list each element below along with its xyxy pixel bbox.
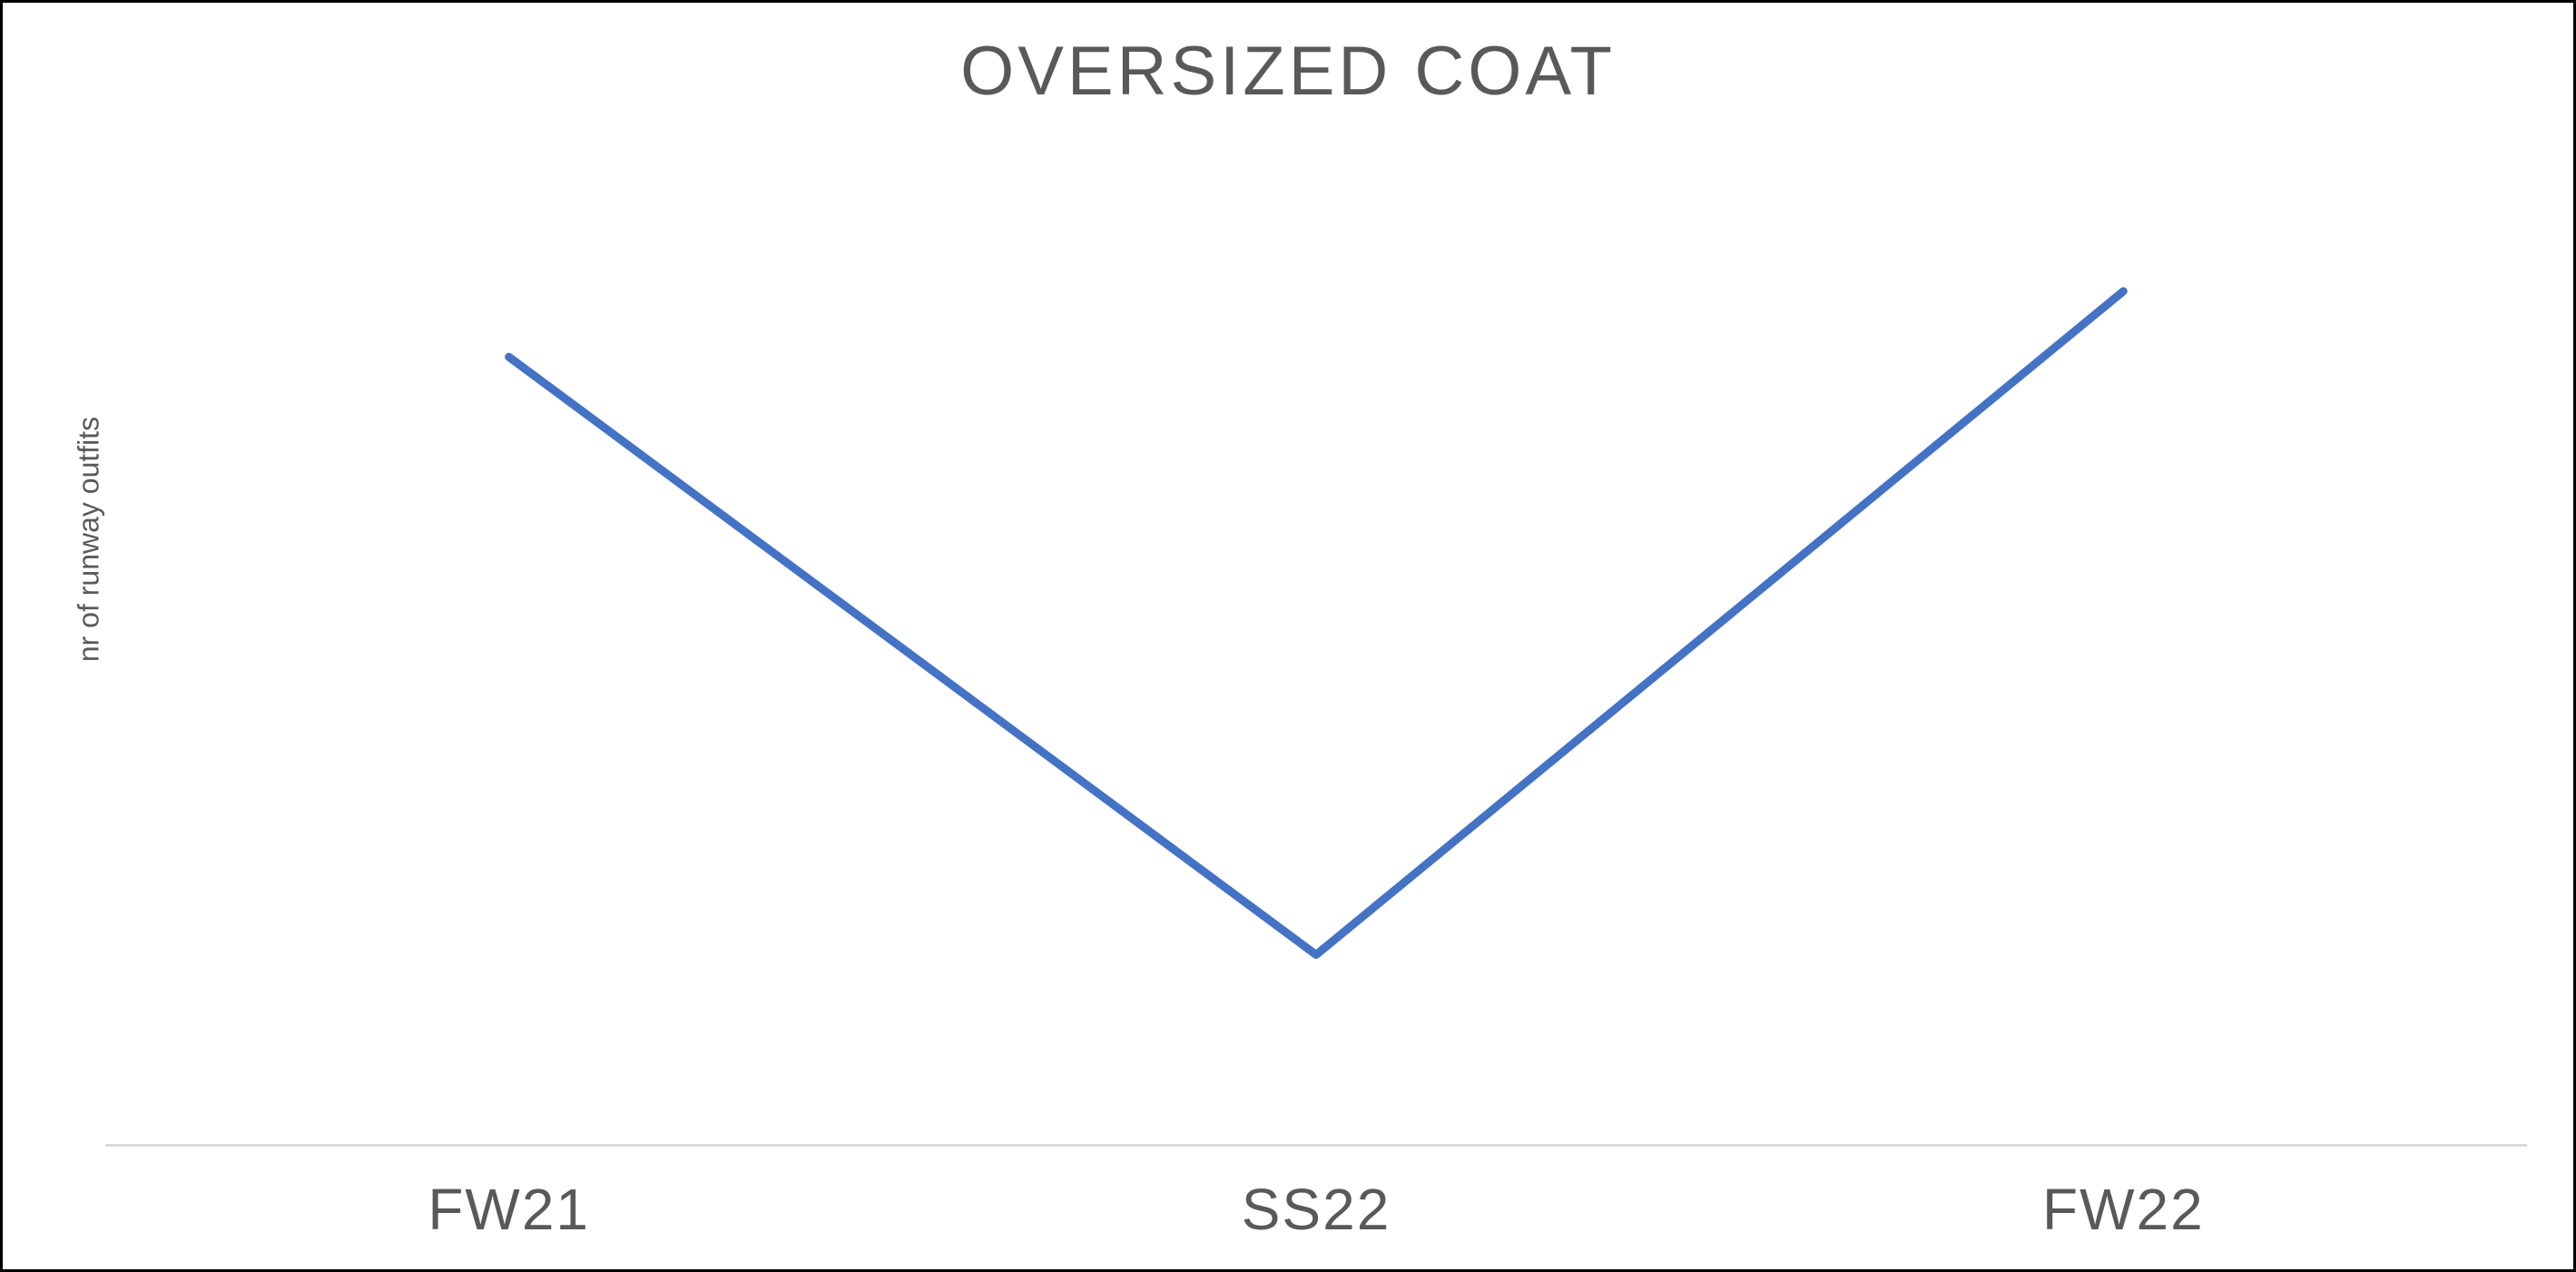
x-tick-label: FW22 (2042, 1177, 2205, 1242)
line-series (505, 287, 2128, 960)
x-tick-label: SS22 (1242, 1177, 1391, 1242)
x-tick-label: FW21 (428, 1177, 590, 1242)
chart-title: OVERSIZED COAT (960, 33, 1616, 110)
y-axis-label: nr of runway outfits (72, 417, 104, 662)
